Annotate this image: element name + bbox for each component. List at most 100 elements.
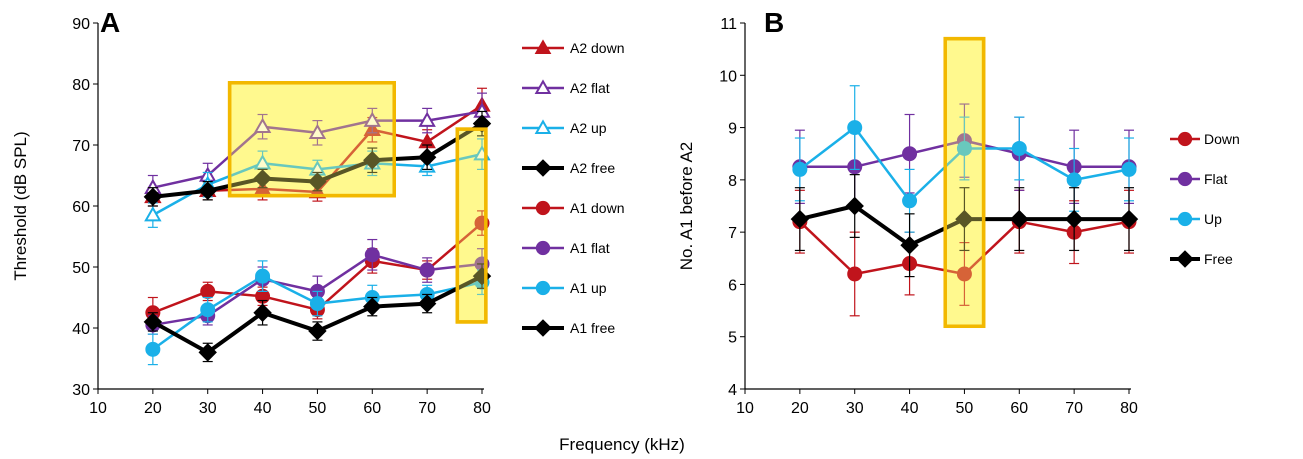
data-point <box>417 147 437 167</box>
legend-label: A2 free <box>570 160 615 176</box>
data-point <box>253 117 272 133</box>
pb-y-tick-label: 6 <box>728 277 737 294</box>
data-point <box>1011 140 1027 156</box>
pa-legend-entry: A1 up <box>522 280 607 296</box>
data-point <box>363 297 382 316</box>
data-point <box>255 268 271 284</box>
data-point <box>900 236 919 255</box>
pa-y-tick-label: 30 <box>72 382 90 399</box>
pb-series-free <box>790 174 1139 278</box>
pa-y-tick-label: 70 <box>72 138 90 155</box>
data-point <box>198 343 217 362</box>
pb-y-tick-label: 7 <box>728 225 737 242</box>
data-point <box>253 154 272 170</box>
pa-x-tick-label: 50 <box>309 400 327 417</box>
data-point <box>847 120 863 136</box>
data-point <box>902 146 918 162</box>
pb-legend-entry: Up <box>1170 211 1222 227</box>
data-point <box>198 181 217 200</box>
pb-y-tick-label: 8 <box>728 173 737 190</box>
pa-y-tick-label: 90 <box>72 16 90 33</box>
pb-legend-entry: Down <box>1170 131 1240 147</box>
pb-y-tick-label: 9 <box>728 121 737 138</box>
pa-legend-entry: A2 free <box>522 159 615 177</box>
data-point <box>792 161 808 177</box>
pa-legend-entry: A2 flat <box>522 79 610 96</box>
pa-legend-entry: A2 up <box>522 119 607 136</box>
data-point <box>200 283 216 299</box>
legend-label: Free <box>1204 251 1233 267</box>
panel-a-chart: 10 20 30 40 50 60 70 80 30 40 50 60 70 80 90 Threshold … <box>11 7 624 417</box>
legend-marker <box>534 39 552 54</box>
pb-y-tick-label: 4 <box>728 382 737 399</box>
data-point <box>308 123 327 140</box>
pa-y-tick-label: 80 <box>72 77 90 94</box>
pa-y-axis-label: Threshold (dB SPL) <box>11 131 30 280</box>
pb-x-tick-label: 60 <box>1010 400 1028 417</box>
pb-x-tick-label: 70 <box>1065 400 1083 417</box>
legend-label: A2 down <box>570 40 624 56</box>
pa-legend-entry: A1 free <box>522 319 615 337</box>
legend-marker <box>535 240 551 256</box>
pa-x-tick-label: 20 <box>144 400 162 417</box>
data-point <box>955 209 974 229</box>
pb-x-tick-label: 50 <box>956 400 974 417</box>
pa-legend-entry: A1 down <box>522 200 624 216</box>
data-point <box>363 151 382 170</box>
shared-x-axis-label: Frequency (kHz) <box>559 435 685 454</box>
data-point <box>1010 209 1029 229</box>
pb-x-tick-label: 20 <box>791 400 809 417</box>
legend-marker <box>1177 171 1193 187</box>
legend-marker <box>535 280 551 296</box>
pb-y-tick-label: 10 <box>719 68 737 85</box>
legend-label: A1 free <box>570 320 615 336</box>
pb-x-tick-label: 40 <box>901 400 919 417</box>
pb-y-axis-label: No. A1 before A2 <box>677 142 696 271</box>
data-point <box>1064 209 1084 229</box>
pa-series-a1-flat <box>145 238 490 335</box>
pa-legend-entry: A1 flat <box>522 240 610 256</box>
pa-panel-label: A <box>100 7 120 38</box>
pa-highlight-overlay <box>455 127 488 324</box>
legend-label: Down <box>1204 131 1240 147</box>
data-point <box>143 312 163 332</box>
pb-y-tick-label: 11 <box>720 16 737 33</box>
data-point <box>419 262 435 278</box>
pa-x-tick-label: 40 <box>254 400 272 417</box>
legend-marker <box>534 319 552 337</box>
legend-label: Flat <box>1204 171 1227 187</box>
data-point <box>847 266 863 282</box>
pa-legend-entry: A2 down <box>522 39 624 56</box>
pa-x-tick-label: 70 <box>418 400 436 417</box>
pa-y-tick-label: 60 <box>72 199 90 216</box>
pb-x-tick-label: 30 <box>846 400 864 417</box>
data-point <box>253 303 272 322</box>
legend-marker <box>534 119 552 134</box>
pa-x-tick-label: 60 <box>363 400 381 417</box>
data-point <box>144 206 162 222</box>
data-point <box>418 111 436 127</box>
legend-label: A2 up <box>570 120 607 136</box>
pb-x-tick-label: 80 <box>1120 400 1138 417</box>
pb-legend-entry: Free <box>1170 250 1233 268</box>
pa-x-tick-label: 30 <box>199 400 217 417</box>
pa-highlight-overlay <box>227 81 396 198</box>
legend-marker <box>534 159 552 177</box>
data-point <box>1066 172 1082 188</box>
data-point <box>308 172 327 191</box>
legend-marker <box>1176 250 1194 268</box>
legend-marker <box>1177 211 1193 227</box>
legend-marker <box>1177 131 1193 147</box>
pb-x-tick-label: 10 <box>736 400 754 417</box>
legend-label: A2 flat <box>570 80 610 96</box>
pb-y-tick-label: 5 <box>728 330 737 347</box>
data-point <box>1119 209 1139 229</box>
data-point <box>956 266 972 282</box>
data-point <box>364 247 380 263</box>
data-point <box>309 296 325 312</box>
legend-label: A1 flat <box>570 240 610 256</box>
data-point <box>145 341 161 357</box>
data-point <box>363 111 382 127</box>
pa-y-tick-label: 50 <box>72 260 90 277</box>
